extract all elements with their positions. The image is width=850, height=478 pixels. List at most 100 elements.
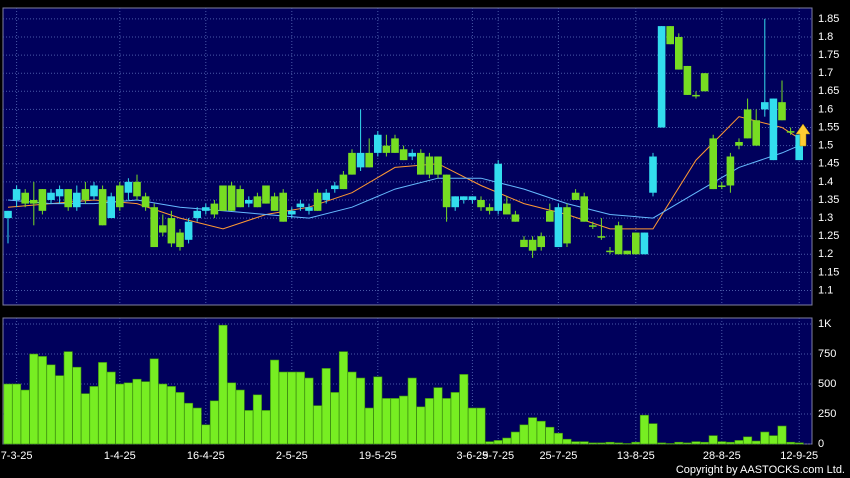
volume-bar bbox=[622, 443, 632, 445]
candle-body bbox=[743, 109, 752, 139]
candle-body bbox=[382, 145, 391, 153]
candle-body bbox=[675, 36, 683, 70]
volume-bar bbox=[562, 438, 572, 445]
volume-bar bbox=[708, 435, 718, 445]
volume-bar bbox=[235, 389, 245, 445]
candle-body bbox=[606, 250, 614, 253]
candle-body bbox=[778, 102, 786, 121]
candle-body bbox=[597, 236, 606, 238]
volume-bar bbox=[227, 382, 237, 445]
candle-body bbox=[210, 203, 219, 215]
volume-bar bbox=[424, 398, 434, 445]
volume-bar bbox=[364, 407, 374, 445]
volume-bar bbox=[450, 392, 460, 445]
y-tick-label: 1.65 bbox=[818, 85, 839, 97]
candle-body bbox=[391, 138, 399, 153]
volume-bar bbox=[29, 353, 39, 445]
y-tick-label: 1.8 bbox=[818, 31, 833, 43]
volume-bar bbox=[442, 398, 452, 445]
volume-bar bbox=[691, 441, 701, 445]
y-tick-label: 1.25 bbox=[818, 230, 839, 242]
volume-bar bbox=[639, 414, 649, 445]
candle-body bbox=[554, 207, 563, 248]
candle-body bbox=[700, 73, 709, 92]
volume-bar bbox=[166, 386, 176, 445]
y-tick-label: 1.1 bbox=[818, 284, 833, 296]
candle-body bbox=[227, 185, 236, 211]
volume-bar bbox=[72, 366, 82, 445]
x-tick-label: 2-5-25 bbox=[276, 450, 308, 462]
volume-bar bbox=[416, 406, 426, 445]
candle-body bbox=[253, 196, 262, 208]
candle-body bbox=[116, 185, 124, 208]
candle-body bbox=[365, 152, 373, 168]
candle-body bbox=[12, 189, 21, 200]
candle-body bbox=[73, 192, 81, 208]
candle-body bbox=[589, 225, 597, 227]
y-tick-label: 0 bbox=[818, 438, 824, 450]
candle-body bbox=[305, 207, 313, 211]
volume-bar bbox=[63, 351, 73, 445]
candle-body bbox=[623, 250, 631, 255]
x-tick-label: 9-7-25 bbox=[482, 450, 514, 462]
x-tick-label: 16-4-25 bbox=[187, 450, 225, 462]
volume-bar bbox=[115, 383, 125, 445]
y-tick-label: 1.2 bbox=[818, 248, 833, 260]
volume-bar bbox=[459, 374, 469, 445]
y-tick-label: 1.6 bbox=[818, 103, 833, 115]
candle-body bbox=[503, 203, 511, 215]
volume-bar bbox=[287, 371, 297, 445]
volume-bar bbox=[700, 441, 710, 445]
candle-body bbox=[47, 192, 55, 200]
volume-bar bbox=[373, 376, 383, 445]
volume-bar bbox=[502, 437, 512, 445]
candle-body bbox=[692, 94, 700, 97]
y-tick-label: 1.55 bbox=[818, 121, 839, 133]
candle-body bbox=[159, 225, 167, 233]
volume-bar bbox=[536, 420, 546, 445]
volume-bar bbox=[571, 441, 581, 445]
candle-body bbox=[64, 189, 72, 208]
candle-body bbox=[632, 232, 640, 255]
y-tick-label: 1.35 bbox=[818, 194, 839, 206]
candle-body bbox=[735, 142, 743, 146]
candle-body bbox=[425, 156, 434, 175]
y-tick-label: 1.15 bbox=[818, 266, 839, 278]
volume-bar bbox=[794, 442, 804, 445]
candle-body bbox=[546, 210, 554, 222]
volume-bar bbox=[252, 394, 262, 445]
candle-body bbox=[38, 189, 47, 211]
candle-body bbox=[202, 207, 210, 211]
candle-body bbox=[133, 181, 141, 197]
candle-body bbox=[176, 232, 184, 248]
volume-bar bbox=[674, 441, 684, 445]
candle-body bbox=[460, 196, 468, 200]
y-tick-label: 1.75 bbox=[818, 49, 839, 61]
candle-body bbox=[571, 192, 580, 200]
candle-body bbox=[279, 192, 287, 222]
volume-bar bbox=[218, 324, 228, 445]
candle-body bbox=[442, 174, 451, 208]
candle-body bbox=[752, 120, 760, 146]
candle-body bbox=[718, 185, 726, 187]
volume-bar bbox=[304, 377, 314, 445]
volume-bar bbox=[278, 371, 288, 445]
candle-body bbox=[580, 196, 588, 222]
volume-bar bbox=[12, 383, 22, 445]
candle-body bbox=[219, 185, 227, 211]
volume-bar bbox=[80, 393, 90, 445]
volume-bar bbox=[338, 351, 348, 445]
candle-body bbox=[649, 156, 657, 193]
candle-body bbox=[348, 152, 356, 175]
candle-body bbox=[90, 185, 98, 197]
volume-bar bbox=[158, 383, 168, 445]
candle-body bbox=[511, 214, 520, 222]
volume-bar bbox=[579, 441, 589, 445]
candle-body bbox=[520, 239, 528, 248]
volume-bar bbox=[528, 417, 538, 445]
x-tick-label: 12-9-25 bbox=[780, 450, 818, 462]
volume-bar bbox=[141, 381, 151, 445]
y-tick-label: 750 bbox=[818, 348, 836, 360]
volume-bar bbox=[106, 371, 116, 445]
